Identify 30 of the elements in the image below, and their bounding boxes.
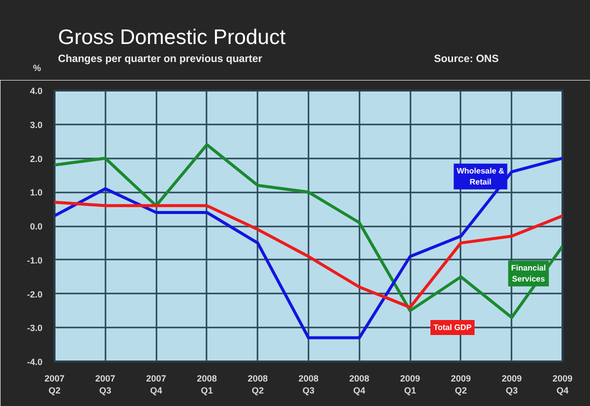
- y-tick-label: 2.0: [30, 154, 43, 164]
- y-tick-label: -3.0: [26, 323, 43, 334]
- line-series: [54, 200, 562, 309]
- source-note: Source: ONS: [434, 53, 499, 66]
- y-tick-label: -2.0: [26, 289, 43, 300]
- line-series: [54, 143, 562, 319]
- y-tick-label: 4.0: [30, 86, 43, 96]
- y-tick-label: 0.0: [30, 222, 43, 232]
- x-tick-label: 2008 Q3: [298, 374, 319, 396]
- y-tick-label: 3.0: [30, 120, 43, 130]
- y-tick-label: -4.0: [26, 357, 43, 367]
- x-tick-label: 2008 Q4: [349, 374, 370, 396]
- x-tick-label: 2009 Q1: [400, 374, 420, 396]
- x-tick-label: 2008 Q1: [196, 374, 217, 396]
- x-tick-label: 2007 Q4: [146, 374, 166, 396]
- x-tick-label: 2007 Q2: [44, 374, 65, 396]
- series-label: Financial Services: [511, 264, 546, 284]
- text: Total GDP: [433, 323, 472, 332]
- chart-subtitle: Changes per quarter on previous quarter: [58, 53, 262, 66]
- y-tick-label: -1.0: [26, 255, 43, 266]
- x-tick-label: 2009 Q4: [552, 374, 573, 396]
- y-axis-title: %: [33, 63, 42, 74]
- x-tick-label: 2008 Q2: [248, 374, 268, 396]
- y-tick-label: 1.0: [30, 188, 43, 198]
- x-tick-label: 2009 Q2: [450, 374, 471, 396]
- line-series: [54, 156, 562, 340]
- x-tick-label: 2009 Q3: [502, 374, 522, 396]
- chart-title: Gross Domestic Product: [58, 26, 286, 50]
- x-tick-label: 2007 Q3: [95, 374, 116, 396]
- series-label: Wholesale & Retail: [456, 166, 505, 186]
